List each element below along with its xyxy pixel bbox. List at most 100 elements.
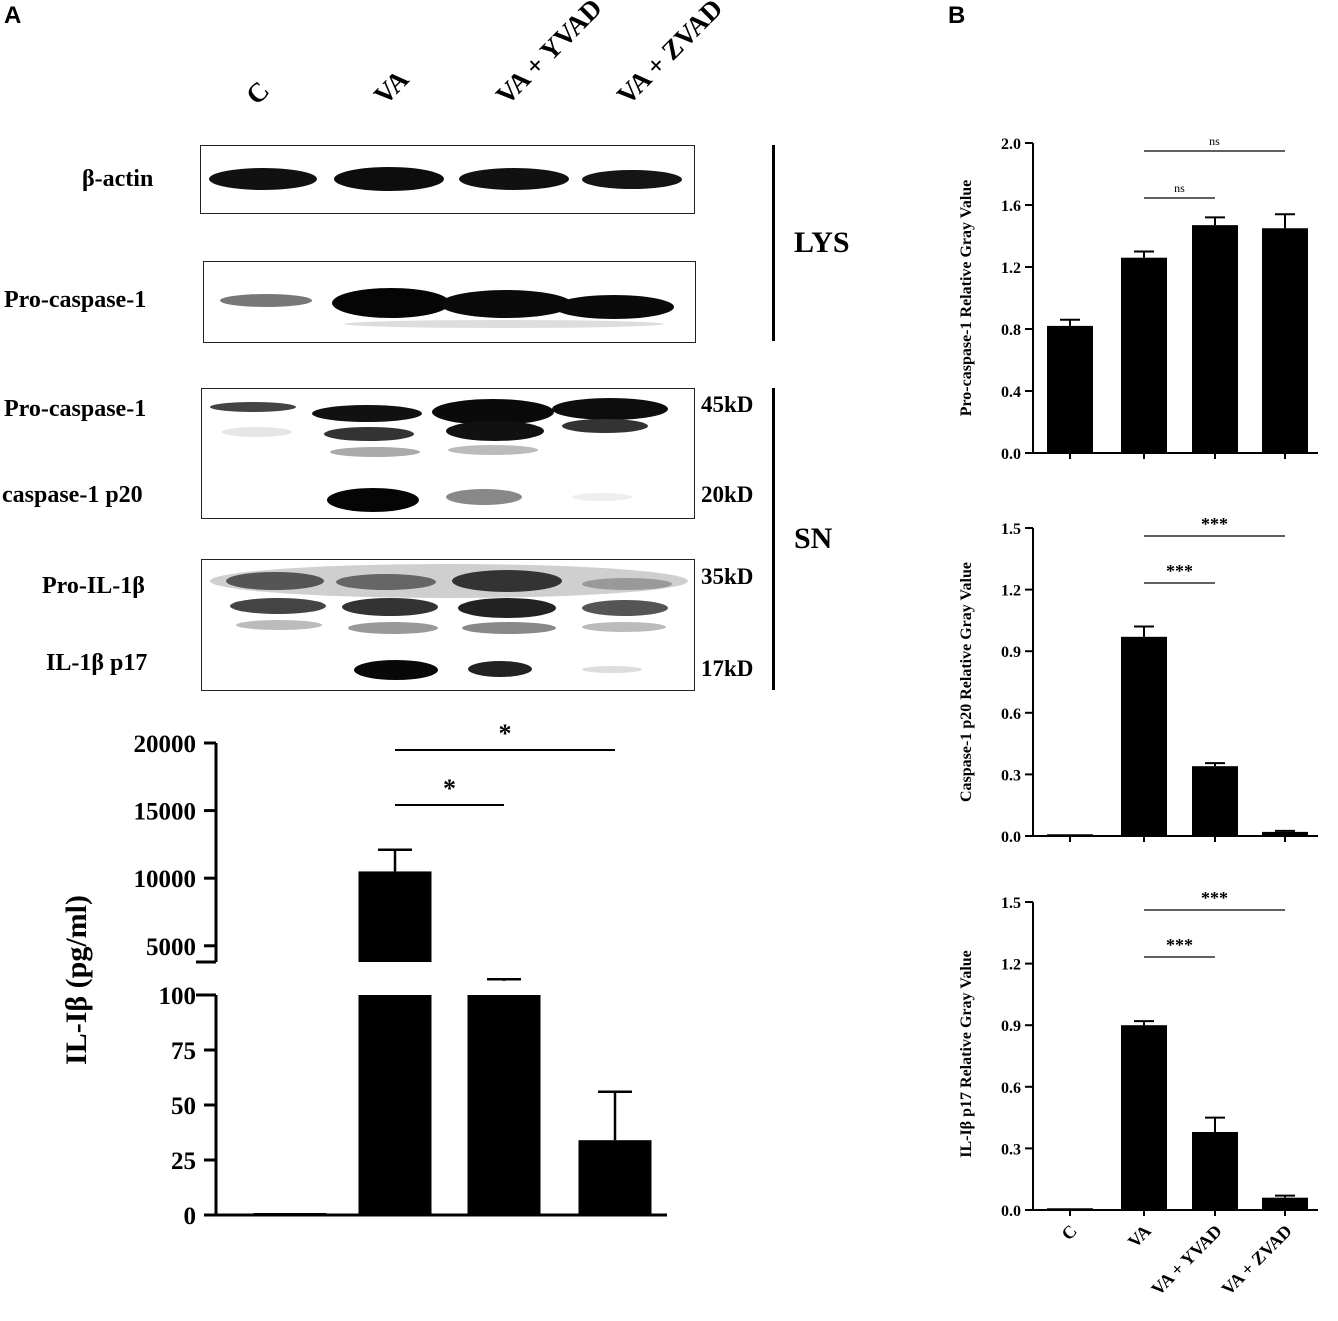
band (334, 167, 444, 191)
bar (1262, 1197, 1308, 1210)
y-tick-label: 15000 (134, 799, 197, 826)
band (210, 402, 296, 412)
band (236, 620, 322, 630)
blot-label-caspase-p20: caspase-1 p20 (2, 482, 143, 508)
x-tick-label: VA (1124, 1221, 1155, 1252)
band (446, 489, 522, 505)
band (572, 493, 632, 501)
x-tick-label: C (1057, 1221, 1080, 1244)
y-tick-label: 20000 (134, 731, 197, 758)
blot-il1b (201, 559, 695, 691)
band (344, 320, 664, 328)
band (562, 419, 648, 433)
bar (1262, 228, 1308, 453)
significance-label: ns (1209, 134, 1220, 148)
y-tick-label: 0.0 (1001, 829, 1021, 846)
bar (358, 995, 432, 1215)
band (222, 427, 292, 437)
band (582, 622, 666, 632)
band (582, 578, 672, 590)
y-tick-label: 0.0 (1001, 446, 1021, 463)
bar (1047, 325, 1093, 453)
y-tick-label: 0.9 (1001, 644, 1021, 661)
band (327, 488, 419, 512)
panel-b-letter: B (948, 2, 966, 29)
band (432, 399, 554, 425)
y-axis-label: Caspase-1 p20 Relative Gray Value (958, 562, 975, 802)
band (348, 622, 438, 634)
band (324, 427, 414, 441)
band (354, 660, 438, 680)
significance-label: *** (1166, 561, 1193, 581)
y-tick-label: 0.4 (1001, 384, 1021, 401)
bar (1121, 257, 1167, 453)
lys-bracket (772, 145, 775, 341)
blot-label-sn-pro-caspase: Pro-caspase-1 (4, 396, 147, 422)
y-tick-label: 10000 (134, 866, 197, 893)
y-tick-label: 0.0 (1001, 1203, 1021, 1220)
y-tick-label: 100 (159, 983, 197, 1010)
bar (1121, 1025, 1167, 1210)
y-axis-label: IL-Iβ p17 Relative Gray Value (958, 950, 975, 1158)
band (330, 447, 420, 457)
y-tick-label: 0.3 (1001, 767, 1021, 784)
blot-label-il1b-p17: IL-1β p17 (46, 650, 148, 676)
blot-label-lys-pro-caspase: Pro-caspase-1 (4, 287, 147, 313)
band (312, 405, 422, 422)
band (230, 598, 326, 614)
panel-a-letter: A (4, 2, 22, 29)
blot-lys-pro-caspase (203, 261, 696, 343)
band (332, 288, 450, 318)
y-tick-label: 1.5 (1001, 895, 1021, 912)
marker-17kd: 17kD (701, 656, 754, 681)
bar (358, 871, 432, 962)
band (452, 570, 562, 592)
bar (1192, 766, 1238, 836)
y-tick-label: 75 (171, 1038, 196, 1065)
band (462, 622, 556, 634)
band (582, 170, 682, 189)
y-tick-label: 0.9 (1001, 1018, 1021, 1035)
band (336, 574, 436, 590)
band (440, 290, 572, 318)
marker-20kd: 20kD (701, 482, 754, 507)
significance-label: * (499, 719, 512, 748)
band (220, 294, 312, 307)
y-tick-label: 0.3 (1001, 1141, 1021, 1158)
bar (1262, 831, 1308, 836)
bar (578, 1140, 652, 1215)
blot-label-pro-il1b: Pro-IL-1β (42, 573, 145, 599)
y-axis-label: IL-Iβ (pg/ml) (60, 895, 93, 1065)
y-tick-label: 1.6 (1001, 198, 1021, 215)
band (582, 600, 668, 616)
y-tick-label: 25 (171, 1148, 196, 1175)
significance-label: ns (1174, 181, 1185, 195)
blot-label-beta-actin: β-actin (82, 166, 154, 192)
band (458, 598, 556, 618)
band (342, 598, 438, 616)
marker-45kd: 45kD (701, 392, 754, 417)
y-tick-label: 1.2 (1001, 583, 1021, 600)
sn-bracket (772, 388, 775, 690)
y-tick-label: 1.2 (1001, 260, 1021, 277)
group-label-lys: LYS (794, 226, 850, 259)
x-tick-label: VA + YVAD (1147, 1221, 1225, 1299)
bar (1192, 225, 1238, 453)
band (582, 666, 642, 673)
y-axis-label: Pro-caspase-1 Relative Gray Value (958, 180, 975, 417)
band (226, 572, 324, 590)
y-tick-label: 5000 (146, 934, 196, 961)
significance-label: *** (1201, 514, 1228, 534)
y-tick-label: 0.6 (1001, 706, 1021, 723)
band (468, 661, 532, 677)
x-tick-label: VA + ZVAD (1218, 1221, 1296, 1299)
y-tick-label: 1.5 (1001, 521, 1021, 538)
bar (1192, 1131, 1238, 1210)
band (554, 295, 674, 319)
bar (467, 995, 541, 1215)
marker-35kd: 35kD (701, 564, 754, 589)
y-tick-label: 2.0 (1001, 136, 1021, 153)
y-tick-label: 0 (184, 1203, 197, 1230)
band (446, 421, 544, 441)
